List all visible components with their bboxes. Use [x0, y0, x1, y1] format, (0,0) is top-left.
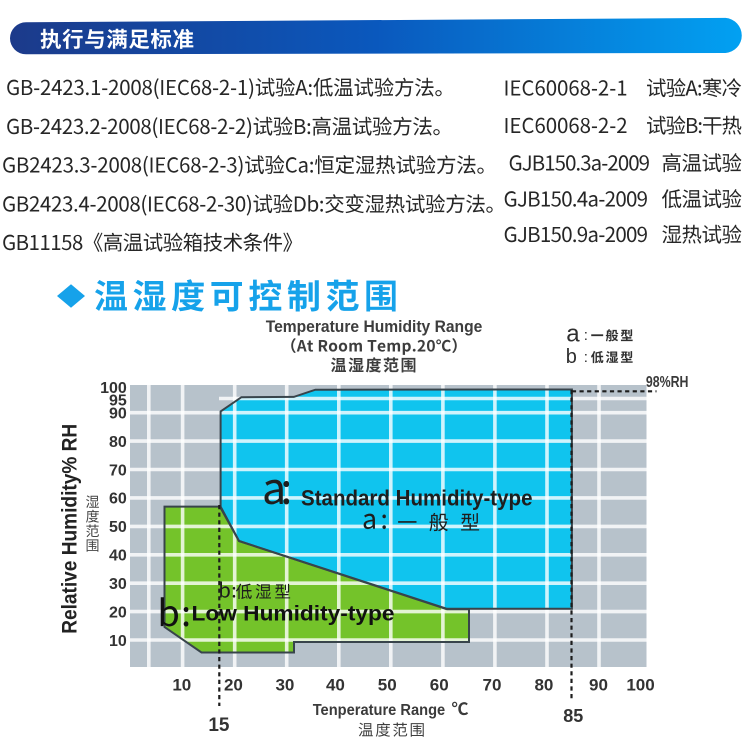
svg-text:70: 70	[483, 676, 502, 695]
svg-text:98%RH: 98%RH	[646, 374, 689, 391]
svg-text::: :	[584, 349, 588, 366]
svg-text:10: 10	[109, 633, 127, 650]
svg-text:50: 50	[109, 519, 127, 536]
svg-text:50: 50	[378, 676, 397, 695]
svg-text:95: 95	[109, 392, 127, 409]
svg-text:Relative Humidity% RH: Relative Humidity% RH	[58, 424, 82, 634]
svg-text:40: 40	[326, 676, 345, 695]
svg-text:20: 20	[224, 676, 243, 695]
svg-text:b: b	[566, 346, 577, 368]
svg-text:85: 85	[563, 706, 583, 726]
svg-text:20: 20	[109, 604, 127, 621]
svg-text:Low Humidity-type: Low Humidity-type	[192, 602, 395, 625]
svg-text:90: 90	[589, 676, 608, 695]
svg-text:Temperature Humidity Range: Temperature Humidity Range	[266, 318, 483, 336]
svg-text:100: 100	[100, 380, 127, 397]
svg-text:15: 15	[208, 715, 230, 736]
svg-text:100: 100	[626, 676, 654, 695]
svg-text:60: 60	[430, 676, 449, 695]
svg-text:60: 60	[109, 491, 127, 508]
svg-text:80: 80	[109, 434, 127, 451]
svg-text:80: 80	[534, 676, 553, 695]
svg-text:90: 90	[109, 406, 127, 423]
svg-text::: :	[584, 327, 588, 344]
svg-text:70: 70	[109, 462, 127, 479]
svg-text:30: 30	[109, 576, 127, 593]
svg-text:40: 40	[109, 548, 127, 565]
svg-text:a: a	[566, 320, 580, 347]
svg-text:10: 10	[172, 676, 191, 695]
svg-text:30: 30	[275, 676, 294, 695]
svg-text:Standard Humidity-type: Standard Humidity-type	[301, 486, 533, 511]
svg-text:Tenperature Range: Tenperature Range	[313, 702, 446, 719]
